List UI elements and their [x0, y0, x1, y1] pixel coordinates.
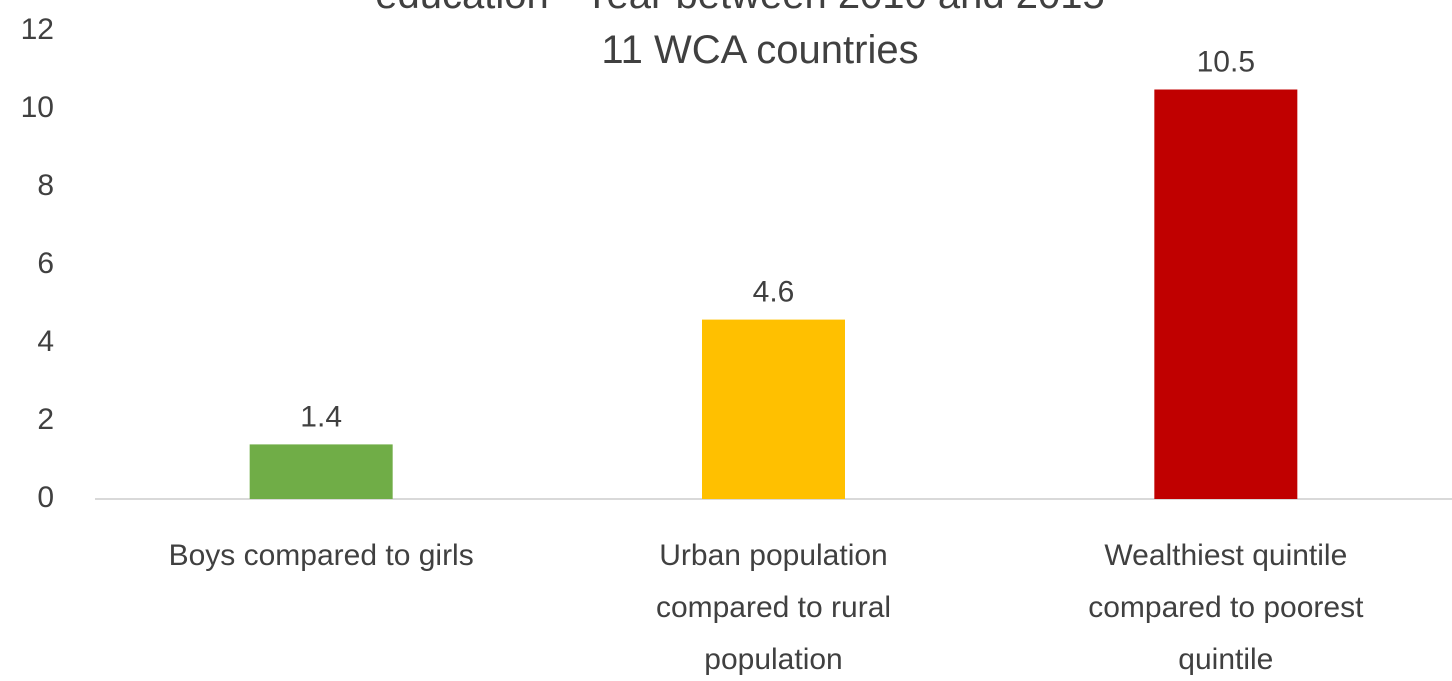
- x-tick-label: Wealthiest quintile: [1104, 539, 1347, 572]
- x-axis: Boys compared to girls Urban population co…: [169, 539, 1364, 676]
- y-tick-label: 12: [21, 13, 54, 46]
- data-label: 1.4: [300, 400, 342, 433]
- data-label: 4.6: [753, 276, 795, 309]
- chart-title: education - Year between 2010 and 2015 1…: [375, 0, 1105, 72]
- bar: [1154, 89, 1298, 499]
- y-tick-label: 6: [37, 247, 54, 280]
- y-tick-label: 2: [37, 403, 54, 436]
- x-tick-label: quintile: [1178, 643, 1273, 676]
- data-labels: 1.4 4.6 10.5: [300, 46, 1255, 434]
- chart-title-line-2: 11 WCA countries: [601, 28, 918, 72]
- y-tick-label: 4: [37, 325, 54, 358]
- bars: [249, 89, 1298, 499]
- x-tick-label: compared to rural: [656, 591, 891, 624]
- x-tick-label: compared to poorest: [1088, 591, 1364, 624]
- y-tick-label: 10: [21, 91, 54, 124]
- bar: [702, 319, 845, 499]
- y-tick-label: 0: [37, 481, 54, 514]
- x-tick-label: Boys compared to girls: [169, 539, 474, 572]
- y-axis: 0 2 4 6 8 10 12: [21, 13, 54, 514]
- y-tick-label: 8: [37, 169, 54, 202]
- x-tick-label: Urban population: [659, 539, 888, 572]
- x-tick-label: population: [704, 643, 842, 676]
- bar: [249, 444, 393, 499]
- chart-title-line-1: education - Year between 2010 and 2015: [375, 0, 1105, 17]
- data-label: 10.5: [1197, 46, 1255, 79]
